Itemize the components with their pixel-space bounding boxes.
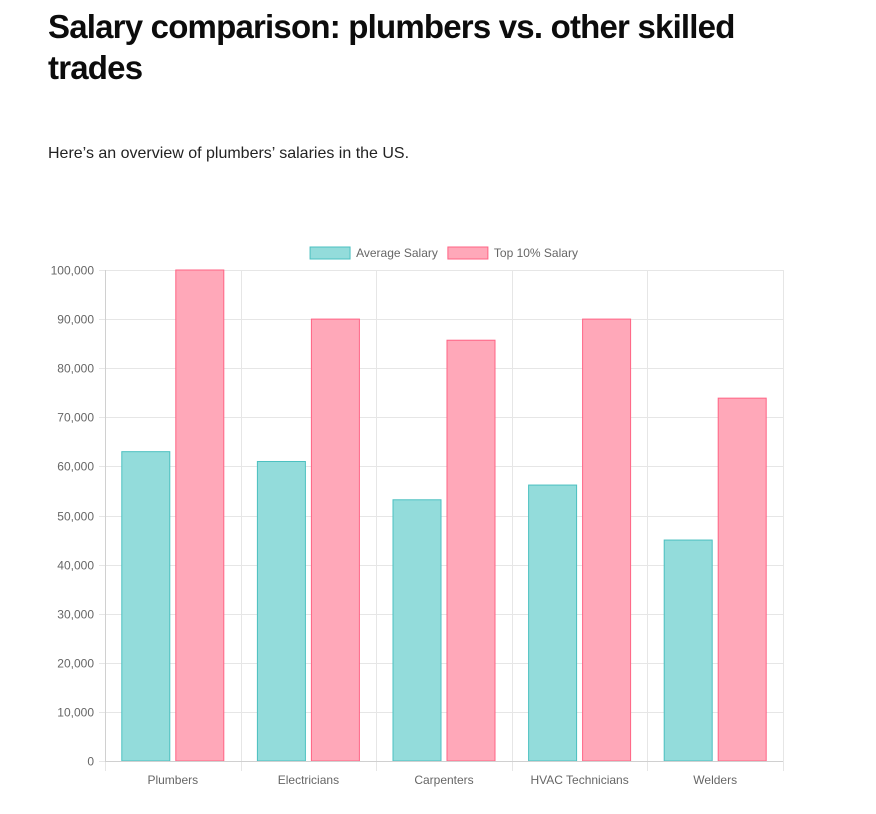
- x-tick-label: Electricians: [278, 773, 339, 787]
- bar-average-carpenters: [392, 499, 442, 762]
- y-tick-label: 60,000: [57, 460, 94, 474]
- x-tick-label: Carpenters: [414, 773, 473, 787]
- chart-axes: 0 10,000 20,000 30,000 40,000 50,000 60,000 70,…: [51, 264, 783, 787]
- y-tick-label: 10,000: [57, 706, 94, 720]
- intro-text: Here’s an overview of plumbers’ salaries…: [48, 145, 410, 162]
- y-tick-label: 0: [87, 755, 94, 769]
- bar-average-plumbers: [121, 451, 171, 762]
- bar-average-welders: [663, 539, 713, 762]
- legend-label-average: Average Salary: [356, 246, 438, 260]
- y-tick-label: 20,000: [57, 657, 94, 671]
- chart-bars: [121, 269, 767, 762]
- page-title: Salary comparison: plumbers vs. other sk…: [48, 8, 735, 86]
- x-tick-label: Welders: [693, 773, 737, 787]
- bar-average-hvac-technicians: [528, 484, 578, 762]
- y-tick-label: 70,000: [57, 411, 94, 425]
- legend-label-top10: Top 10% Salary: [494, 246, 578, 260]
- bar-top10-plumbers: [175, 269, 225, 762]
- x-tick-label: HVAC Technicians: [530, 773, 628, 787]
- bar-top10-carpenters: [446, 339, 496, 762]
- y-tick-label: 80,000: [57, 362, 94, 376]
- bar-top10-welders: [717, 397, 767, 762]
- y-tick-label: 100,000: [51, 264, 95, 278]
- bar-top10-hvac-technicians: [582, 318, 632, 762]
- legend-swatch-top10: [447, 246, 489, 260]
- y-tick-label: 50,000: [57, 510, 94, 524]
- legend-swatch-average: [309, 246, 351, 260]
- bar-average-electricians: [256, 460, 306, 762]
- y-tick-label: 30,000: [57, 608, 94, 622]
- bar-top10-electricians: [310, 318, 360, 762]
- y-tick-label: 40,000: [57, 559, 94, 573]
- x-tick-label: Plumbers: [147, 773, 198, 787]
- y-tick-label: 90,000: [57, 313, 94, 327]
- chart-legend: Average Salary Top 10% Salary: [309, 246, 578, 260]
